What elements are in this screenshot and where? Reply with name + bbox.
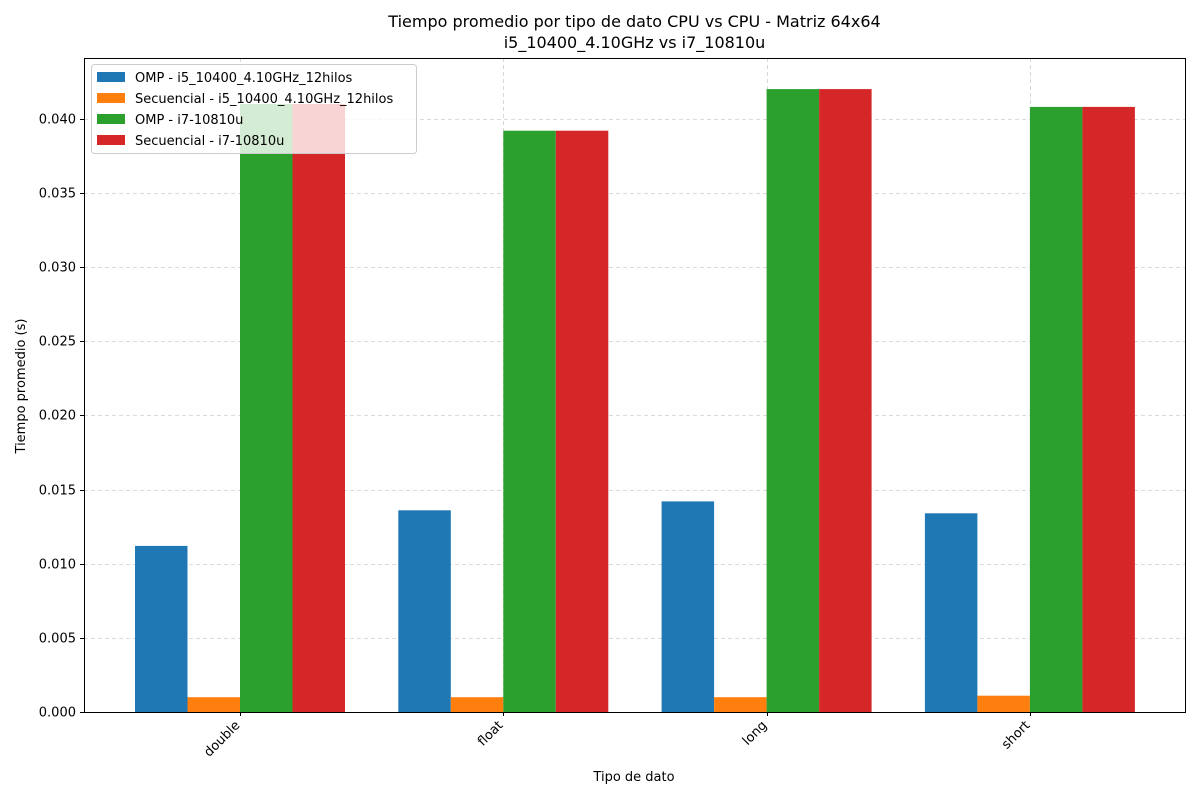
legend-swatch — [97, 135, 125, 145]
legend: OMP - i5_10400_4.10GHz_12hilos Secuencial… — [91, 64, 417, 154]
x-tick-label: short — [999, 718, 1033, 752]
x-tick-label: double — [201, 718, 243, 760]
y-tick-label: 0.030 — [39, 261, 76, 276]
y-tick-label: 0.010 — [39, 558, 76, 573]
plot-frame — [84, 58, 1186, 713]
bar — [398, 510, 451, 712]
x-tick-label: long — [740, 718, 770, 748]
bar — [135, 545, 188, 712]
chart-subtitle: i5_10400_4.10GHz vs i7_10810u — [503, 33, 766, 52]
x-axis: double float long short — [201, 712, 1033, 760]
bars — [135, 89, 1135, 713]
bar — [503, 130, 556, 712]
chart-title: Tiempo promedio por tipo de dato CPU vs … — [388, 12, 881, 31]
y-tick-label: 0.020 — [39, 409, 76, 424]
legend-label: OMP - i5_10400_4.10GHz_12hilos — [135, 71, 353, 86]
legend-swatch — [97, 72, 125, 82]
bar — [1029, 106, 1083, 712]
y-tick-label: 0.000 — [39, 706, 76, 721]
bar — [924, 513, 978, 712]
bar — [292, 104, 345, 712]
bar — [819, 89, 872, 713]
bar — [766, 89, 820, 713]
y-tick-label: 0.005 — [39, 632, 76, 647]
y-axis: 0.000 0.005 0.010 0.015 0.020 0.025 0.030 0.035… — [39, 113, 84, 721]
bar — [240, 104, 293, 712]
bar — [555, 130, 609, 712]
legend-label: Secuencial - i7-10810u — [135, 134, 284, 149]
y-tick-label: 0.035 — [39, 187, 76, 202]
bar — [661, 501, 715, 712]
bar — [977, 695, 1030, 712]
bar — [187, 697, 240, 712]
y-tick-label: 0.015 — [39, 484, 76, 499]
y-tick-label: 0.025 — [39, 335, 76, 350]
bar — [714, 697, 767, 712]
legend-label: OMP - i7-10810u — [135, 113, 243, 128]
bar — [1082, 106, 1135, 712]
bar — [450, 697, 504, 712]
legend-swatch — [97, 114, 125, 124]
y-axis-label: Tiempo promedio (s) — [14, 319, 29, 455]
y-tick-label: 0.040 — [39, 113, 76, 128]
x-axis-label: Tipo de dato — [592, 770, 674, 785]
legend-box — [91, 64, 417, 154]
x-tick-label: float — [475, 718, 506, 749]
legend-swatch — [97, 93, 125, 103]
legend-label: Secuencial - i5_10400_4.10GHz_12hilos — [135, 92, 393, 107]
